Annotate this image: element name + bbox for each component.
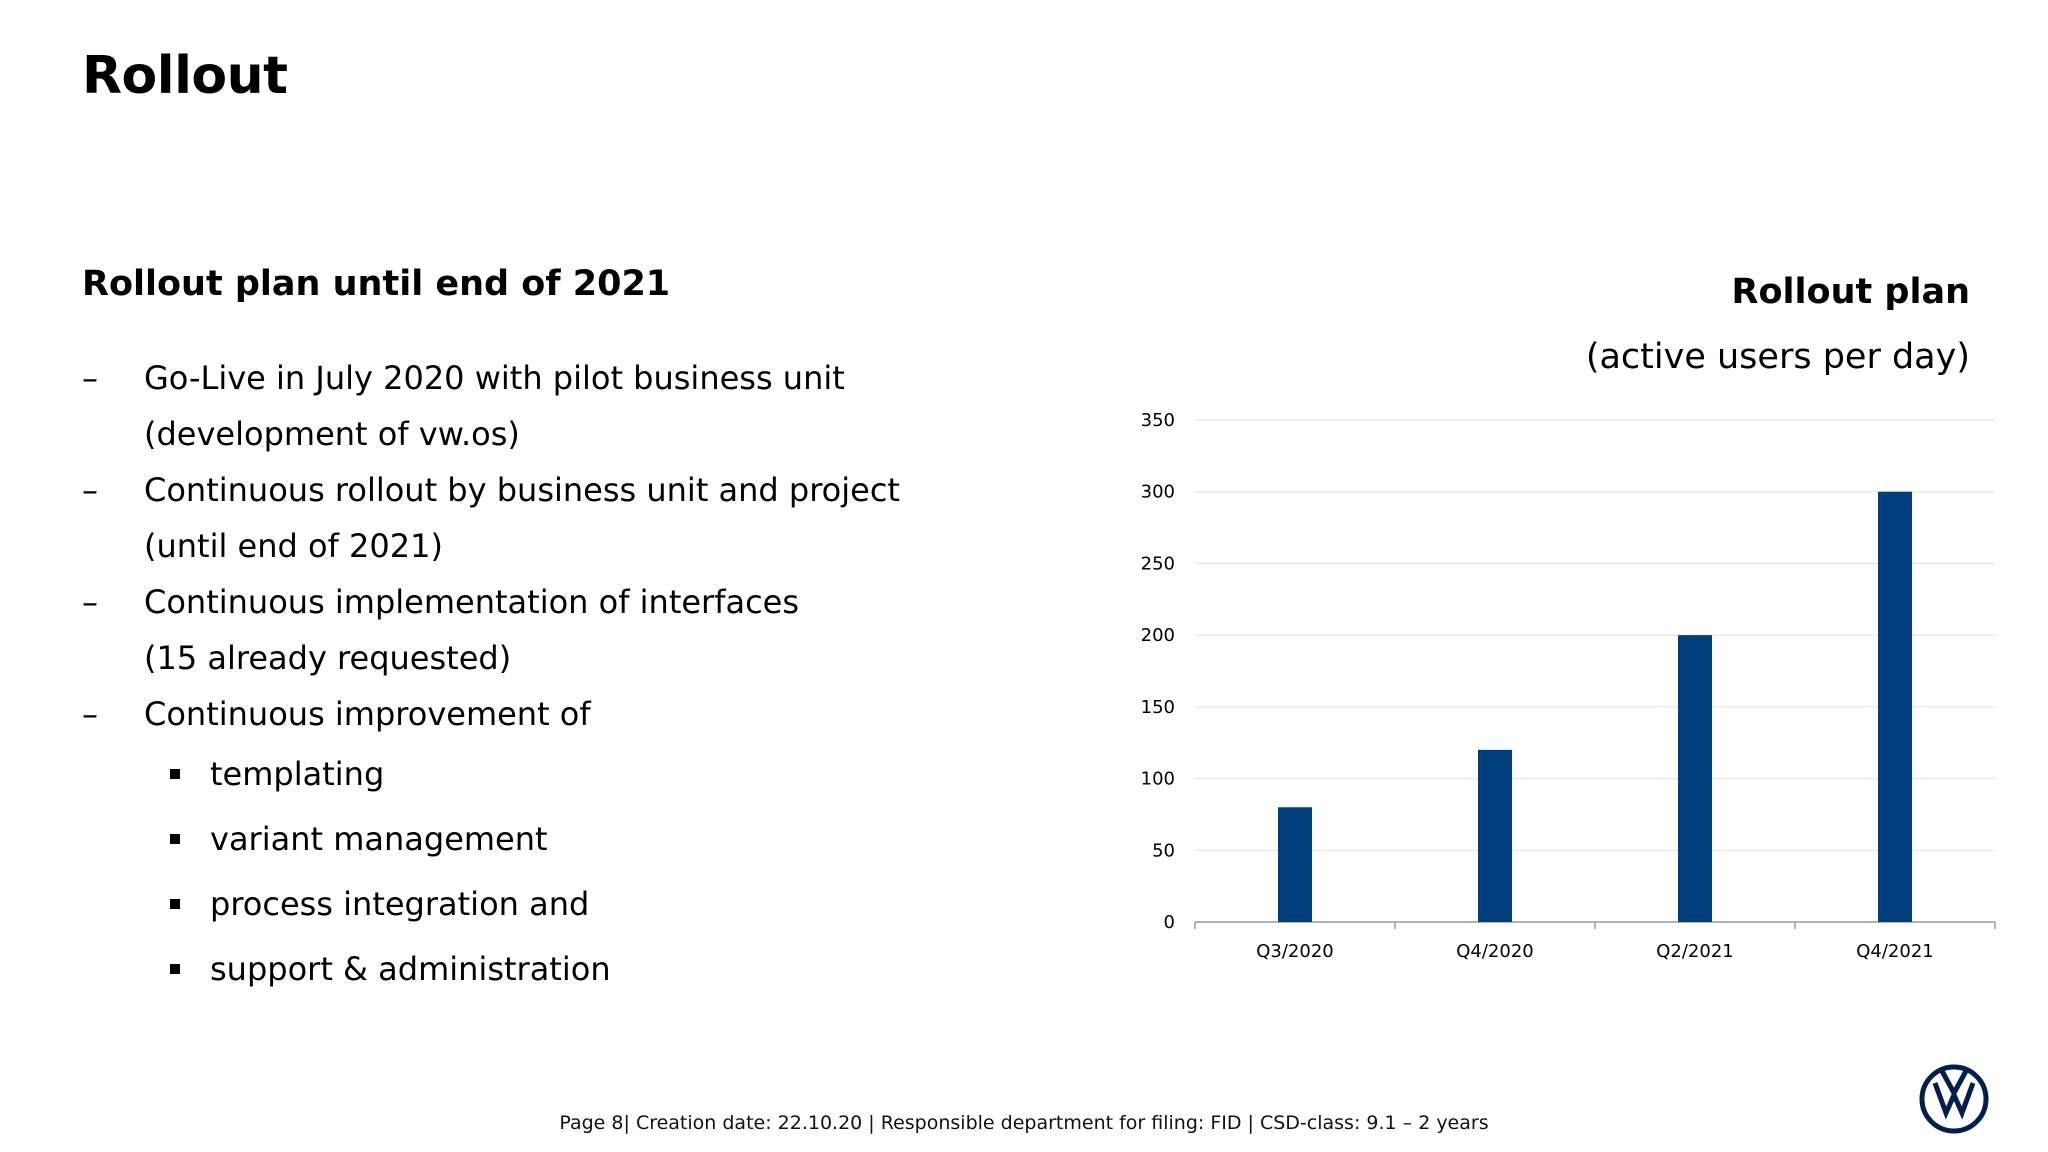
- bar: [1878, 491, 1912, 922]
- bullet-marker: –: [82, 583, 98, 621]
- bar: [1678, 635, 1712, 922]
- y-tick-label: 200: [1141, 625, 1175, 646]
- bar: [1278, 807, 1312, 922]
- y-tick-label: 350: [1141, 410, 1175, 431]
- section-subtitle: Rollout plan until end of 2021: [82, 264, 671, 304]
- sub-bullet-item: templating: [82, 742, 1042, 807]
- square-bullet-icon: [170, 964, 180, 974]
- square-bullet-icon: [170, 899, 180, 909]
- y-tick-label: 50: [1152, 840, 1175, 861]
- bullet-item: – Continuous improvement of: [82, 686, 1042, 742]
- sub-bullet-text: templating: [210, 755, 385, 793]
- square-bullet-icon: [170, 769, 180, 779]
- y-tick-label: 0: [1164, 912, 1175, 933]
- bullet-text: Continuous improvement of: [144, 695, 591, 733]
- sub-bullet-item: process integration and: [82, 872, 1042, 937]
- chart-title: Rollout plan: [1731, 272, 1970, 312]
- x-tick-label: Q3/2020: [1256, 941, 1334, 962]
- bullet-text-continued: (development of vw.os): [144, 415, 520, 453]
- page-title: Rollout: [82, 46, 288, 106]
- bullet-item: – Go-Live in July 2020 with pilot busine…: [82, 350, 1042, 462]
- sub-bullet-item: support & administration: [82, 937, 1042, 1002]
- bullet-text: Go-Live in July 2020 with pilot business…: [144, 359, 845, 397]
- bullet-item: – Continuous rollout by business unit an…: [82, 462, 1042, 574]
- sub-bullet-text: process integration and: [210, 885, 590, 923]
- y-tick-label: 300: [1141, 482, 1175, 503]
- chart-subtitle: (active users per day): [1585, 337, 1970, 377]
- bullet-marker: –: [82, 471, 98, 509]
- footer-text: Page 8| Creation date: 22.10.20 | Respon…: [559, 1112, 1489, 1134]
- y-tick-label: 100: [1141, 769, 1175, 790]
- bar: [1478, 749, 1512, 922]
- vw-logo-icon: [1919, 1064, 1989, 1134]
- bullet-item: – Continuous implementation of interface…: [82, 574, 1042, 686]
- x-tick-label: Q2/2021: [1656, 941, 1734, 962]
- sub-bullet-item: variant management: [82, 807, 1042, 872]
- bullet-list: – Go-Live in July 2020 with pilot busine…: [82, 350, 1042, 1002]
- sub-bullet-text: variant management: [210, 820, 548, 858]
- sub-bullet-text: support & administration: [210, 950, 611, 988]
- bullet-marker: –: [82, 359, 98, 397]
- y-tick-label: 150: [1141, 697, 1175, 718]
- square-bullet-icon: [170, 834, 180, 844]
- bullet-text-continued: (15 already requested): [144, 639, 512, 677]
- x-tick-label: Q4/2020: [1456, 941, 1534, 962]
- x-tick-label: Q4/2021: [1856, 941, 1934, 962]
- bullet-text: Continuous implementation of interfaces: [144, 583, 800, 621]
- bar-chart: 0 50 100 150 200 250 300 350 Q3/2020 Q4/2020 Q2/20…: [1141, 410, 1996, 962]
- bullet-text-continued: (until end of 2021): [144, 527, 443, 565]
- bullet-marker: –: [82, 695, 98, 733]
- bullet-text: Continuous rollout by business unit and …: [144, 471, 900, 509]
- y-tick-label: 250: [1141, 553, 1175, 574]
